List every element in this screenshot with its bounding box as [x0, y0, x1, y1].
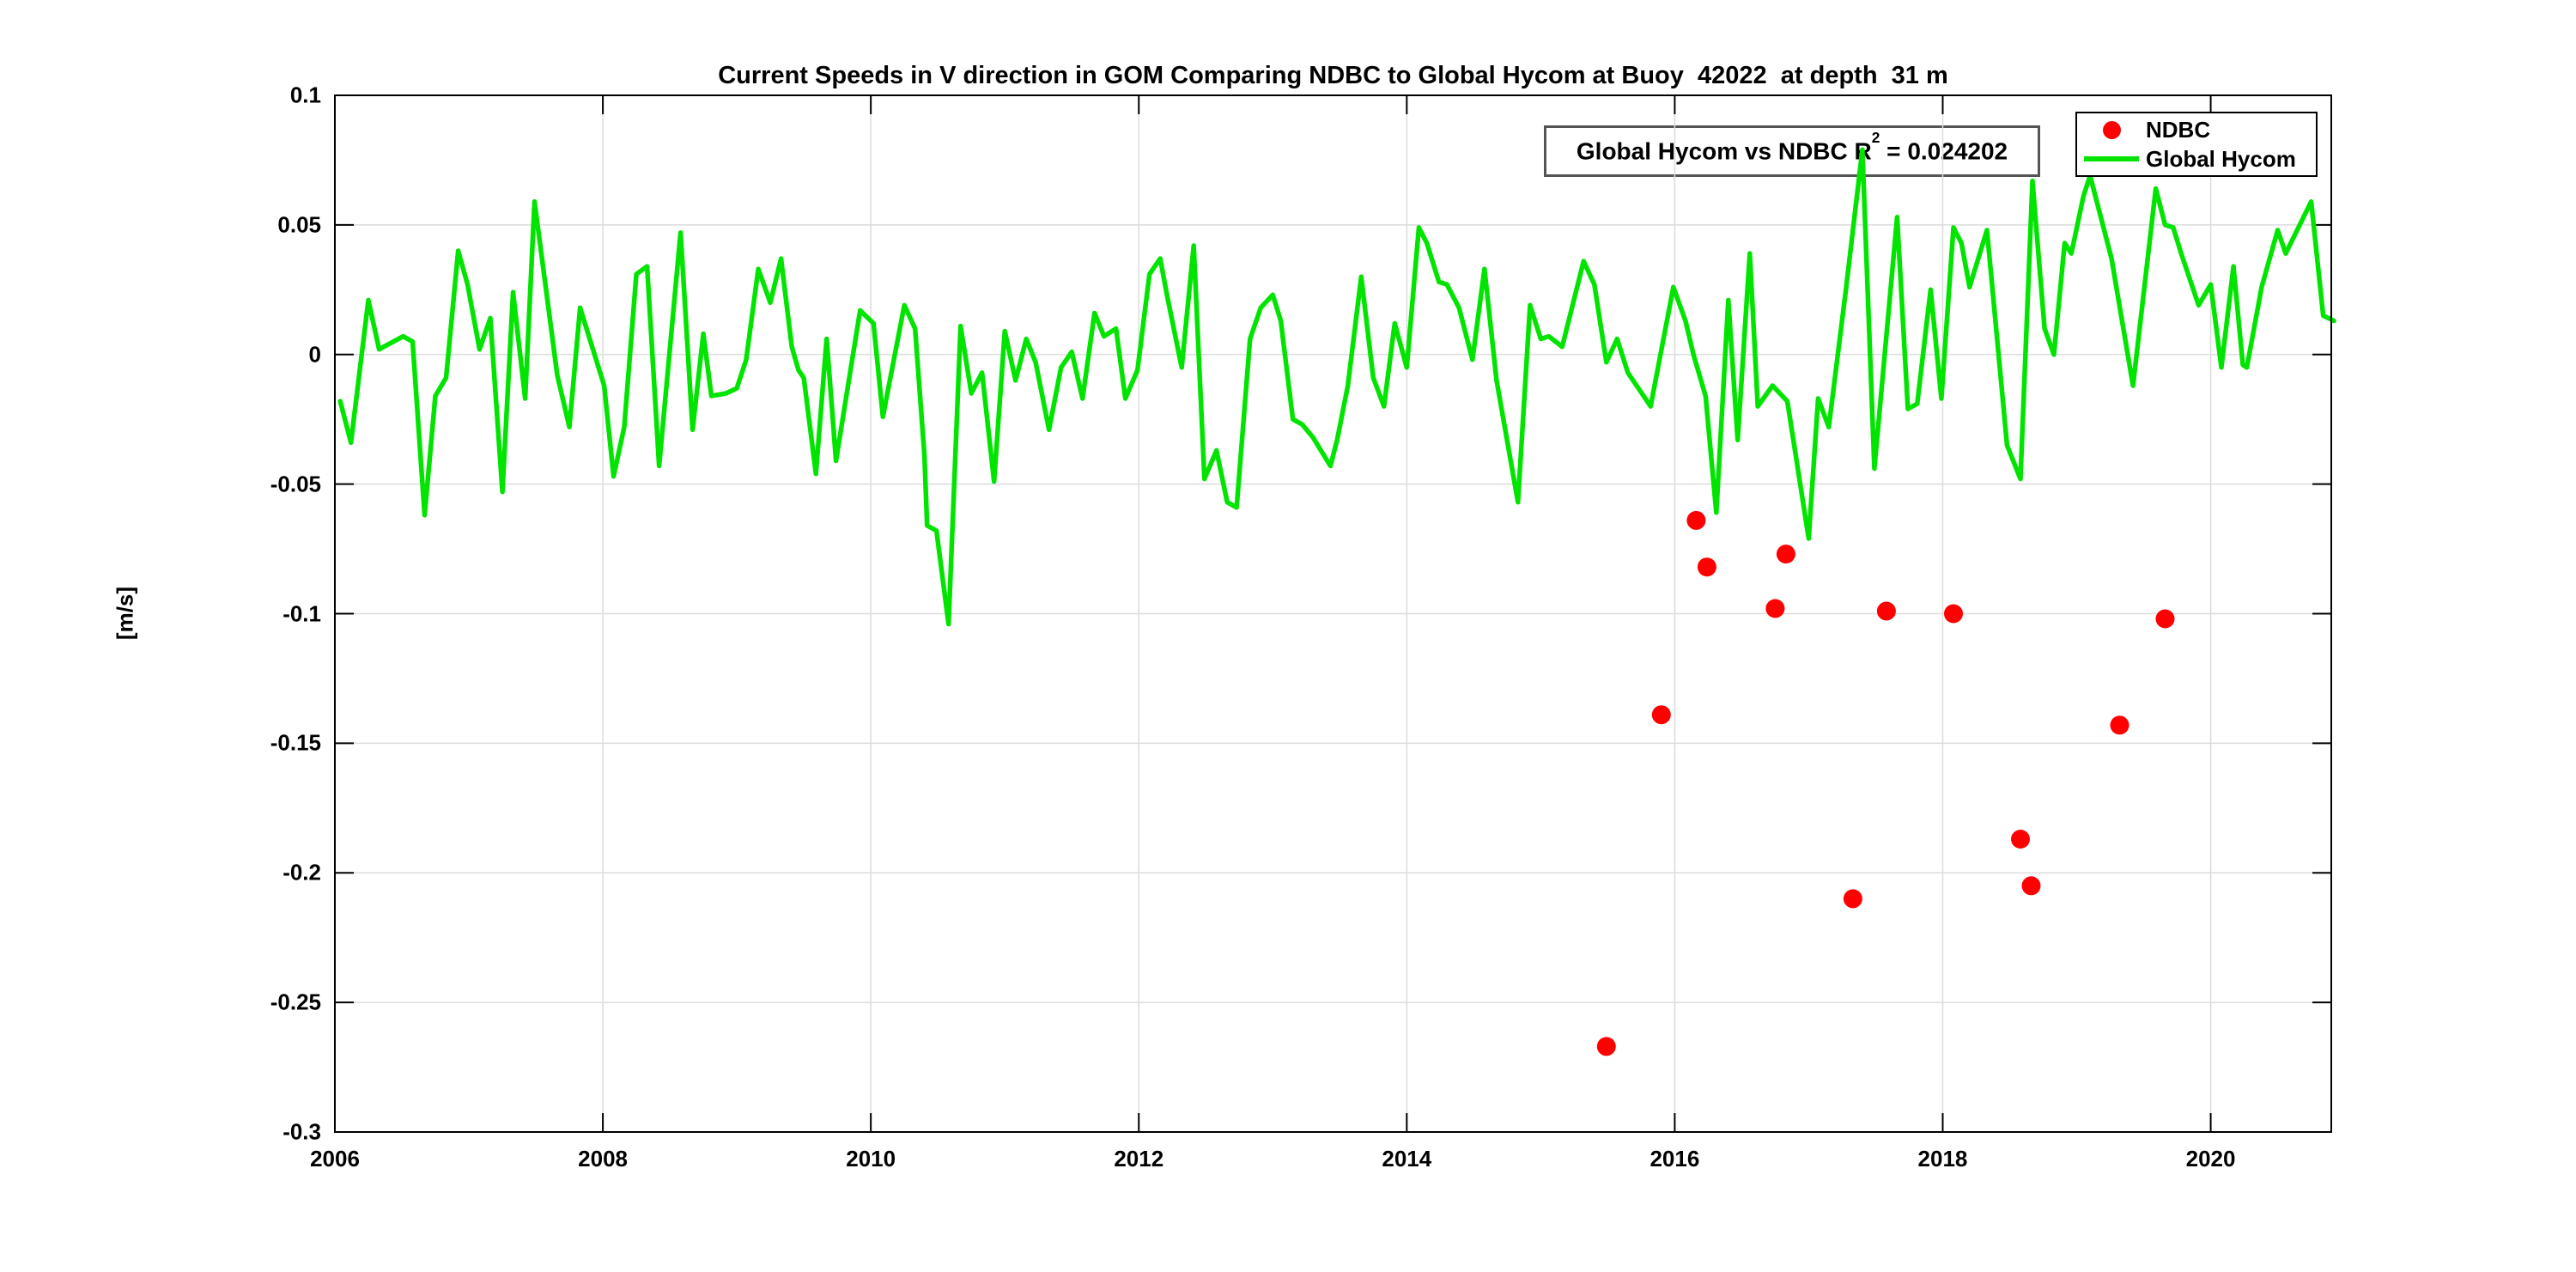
y-tick-label: 0.1	[289, 82, 321, 108]
r2-text-prefix: Global Hycom vs NDBC R	[1576, 137, 1872, 165]
y-tick-label: -0.2	[283, 859, 321, 886]
legend-label-global-hycom: Global Hycom	[2146, 145, 2296, 172]
ndbc-point	[2021, 876, 2041, 896]
r2-annotation-box: Global Hycom vs NDBC R2 = 0.024202	[1544, 125, 2040, 177]
ndbc-dot-icon	[2102, 120, 2121, 139]
y-tick-label: -0.15	[270, 729, 321, 756]
ndbc-point	[1596, 1037, 1616, 1056]
x-tick-label: 2016	[1649, 1146, 1700, 1172]
legend-marker-col	[2077, 120, 2146, 139]
r2-annotation-text: Global Hycom vs NDBC R2 = 0.024202	[1576, 129, 2008, 165]
ndbc-point	[2110, 715, 2129, 735]
legend-label-ndbc: NDBC	[2146, 117, 2211, 143]
y-tick-label: -0.1	[283, 600, 321, 626]
ndbc-point	[1697, 557, 1716, 577]
y-tick-label: 0	[308, 341, 321, 368]
x-tick-label: 2012	[1114, 1146, 1164, 1172]
ndbc-point	[2011, 830, 2030, 849]
r2-text-superscript: 2	[1871, 128, 1880, 146]
global-hycom-line	[337, 147, 2336, 627]
ndbc-point	[1843, 889, 1862, 909]
y-tick-label: -0.05	[270, 471, 321, 497]
x-tick-label: 2014	[1382, 1146, 1432, 1172]
x-tick-label: 2008	[578, 1146, 628, 1172]
ndbc-point	[1686, 510, 1706, 530]
legend-item-ndbc: NDBC	[2077, 116, 2316, 144]
x-tick-label: 2018	[1917, 1146, 1968, 1172]
x-tick-label: 2006	[310, 1146, 360, 1172]
ndbc-point	[1651, 705, 1671, 725]
axes-border	[334, 94, 2332, 1133]
ndbc-point	[1876, 601, 1896, 621]
ndbc-point	[1776, 545, 1795, 564]
r2-text-suffix: = 0.024202	[1880, 137, 2008, 165]
x-tick-label: 2020	[2185, 1146, 2236, 1172]
x-tick-label: 2010	[846, 1146, 896, 1172]
y-tick-label: -0.3	[283, 1118, 321, 1145]
ndbc-point	[1765, 599, 1785, 618]
legend-marker-col	[2077, 155, 2146, 161]
y-tick-label: 0.05	[277, 211, 321, 238]
ndbc-point	[2155, 609, 2175, 629]
ndbc-point	[1944, 604, 1963, 624]
chart-title: Current Speeds in V direction in GOM Com…	[718, 62, 1948, 89]
y-tick-label: -0.25	[270, 989, 321, 1015]
legend: NDBC Global Hycom	[2075, 112, 2318, 177]
legend-item-global-hycom: Global Hycom	[2077, 144, 2316, 173]
global-hycom-line-icon	[2084, 155, 2139, 161]
